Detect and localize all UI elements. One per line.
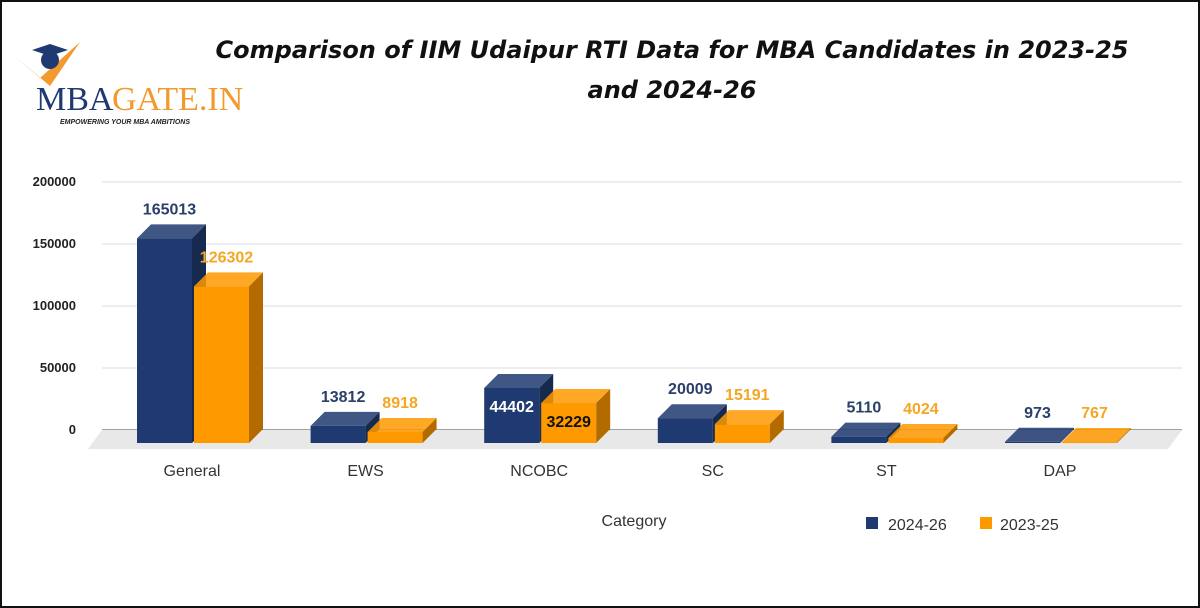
x-tick-label: SC [702,463,724,480]
bar-2024-26-NCOBC: 44402 [484,373,554,443]
legend: 2024-26 2023-25 [866,517,1059,534]
y-tick-label: 200000 [33,174,76,189]
bar-2024-26-DAP: 973 [1005,405,1074,443]
bar-front [888,438,944,443]
bar-top [484,373,554,388]
legend-swatch-2023-25 [980,517,992,529]
legend-swatch-2024-26 [866,517,878,529]
bar-front [541,403,597,443]
bar-side [1117,428,1131,443]
bar-2023-25-EWS: 8918 [367,395,437,443]
bar-top [310,411,380,426]
bar-front [194,286,249,443]
data-label: 973 [1024,405,1051,422]
data-label: 8918 [382,395,418,412]
bar-2023-25-DAP: 767 [1062,405,1131,443]
legend-label-2024-26: 2024-26 [888,517,947,534]
bar-front [137,238,192,443]
x-tick-label: NCOBC [510,463,568,480]
bar-2023-25-NCOBC: 32229 [541,389,611,443]
bar-top [137,224,206,239]
bar-front [1005,441,1060,443]
bar-top [367,417,437,432]
y-tick-label: 100000 [33,298,76,313]
bar-top [714,410,784,425]
bar-top [657,404,727,419]
bar-side [249,272,263,443]
data-label: 13812 [321,389,366,406]
bar-front [657,418,713,443]
bar-2023-25-SC: 15191 [714,387,784,443]
svg-text:MBA: MBA [36,81,114,118]
bar-side [769,410,784,443]
svg-text:GATE.IN: GATE.IN [112,81,243,118]
svg-text:EMPOWERING YOUR MBA AMBITIONS: EMPOWERING YOUR MBA AMBITIONS [60,119,190,126]
x-tick-label: General [164,463,221,480]
bar-top [1062,428,1131,443]
x-tick-label: ST [876,463,897,480]
data-label: 32229 [546,414,591,431]
data-label: 44402 [489,399,534,416]
bar-front [831,436,887,443]
bar-top [541,389,611,404]
bar-top [831,422,901,437]
chart-title: Comparison of IIM Udaipur RTI Data for M… [152,30,1192,110]
bar-front [310,425,366,443]
legend-label-2023-25: 2023-25 [1000,517,1059,534]
data-label: 5110 [847,400,882,417]
bar-top [1005,427,1074,442]
title-line-2: and 2024-26 [587,76,757,104]
bar-2024-26-SC: 20009 [657,381,727,443]
bar-2023-25-General: 126302 [194,249,263,443]
bar-side [1060,427,1074,443]
bar-top [888,424,958,439]
data-label: 20009 [668,381,713,398]
mbagate-logo: MBA GATE.IN EMPOWERING YOUR MBA AMBITION… [10,40,250,130]
y-tick-label: 150000 [33,236,76,251]
bar-front [484,387,540,443]
bar-top [194,272,263,287]
bar-front [367,431,423,443]
data-label: 767 [1081,405,1108,422]
data-label: 15191 [725,387,770,404]
bar-front [714,424,770,443]
data-label: 4024 [903,401,939,418]
x-tick-label: EWS [347,463,383,480]
title-line-1: Comparison of IIM Udaipur RTI Data for M… [215,36,1129,64]
bar-side [596,389,611,443]
x-axis-label: Category [602,513,667,530]
y-tick-label: 0 [69,422,76,437]
data-label: 165013 [143,201,196,218]
bar-side [943,424,958,443]
bar-2023-25-ST: 4024 [888,401,958,443]
bar-side [422,417,437,443]
x-tick-label: DAP [1044,463,1077,480]
data-label: 126302 [200,249,253,266]
bar-front [1062,442,1117,443]
y-tick-label: 50000 [40,360,76,375]
